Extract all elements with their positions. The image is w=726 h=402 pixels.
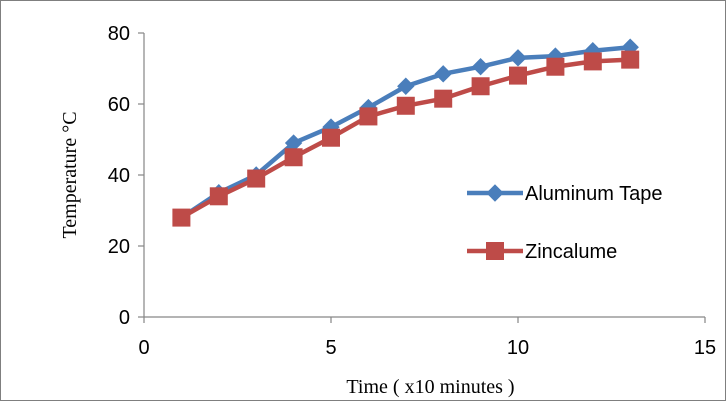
data-point — [434, 89, 453, 108]
x-tick-label: 15 — [694, 337, 716, 359]
axes: 0 20 40 60 80 0 5 10 15 — [108, 23, 716, 359]
y-tick-label: 20 — [108, 236, 130, 258]
legend-item: Zincalume — [467, 241, 617, 263]
legend-label: Aluminum Tape — [525, 183, 662, 205]
y-tick-label: 0 — [119, 307, 130, 329]
data-point — [397, 77, 415, 95]
x-tick-label: 5 — [325, 337, 336, 359]
x-tick-label: 0 — [138, 337, 149, 359]
x-axis-title: Time ( x10 minutes ) — [346, 376, 514, 398]
data-point — [621, 50, 640, 69]
series-zincalume — [172, 50, 640, 227]
data-point — [247, 169, 266, 188]
data-point — [359, 107, 378, 126]
legend: Aluminum Tape Zincalume — [467, 183, 662, 263]
y-tick-label: 40 — [108, 165, 130, 187]
data-point — [434, 65, 452, 83]
y-tick-label: 80 — [108, 23, 130, 45]
data-point — [284, 148, 303, 167]
series-layer — [172, 38, 640, 227]
data-point — [209, 187, 228, 206]
y-tick-label: 60 — [108, 94, 130, 116]
data-point — [471, 77, 490, 96]
legend-label: Zincalume — [525, 241, 617, 263]
data-point — [172, 208, 191, 227]
data-point — [396, 96, 415, 115]
data-point — [471, 58, 490, 76]
data-point — [546, 57, 565, 76]
data-point — [322, 128, 340, 147]
legend-item: Aluminum Tape — [467, 183, 662, 205]
data-point — [583, 52, 602, 71]
data-point — [509, 66, 527, 85]
legend-marker — [486, 242, 504, 260]
legend-marker — [486, 184, 504, 202]
data-point — [509, 49, 527, 67]
y-axis-title: Temperature °C — [59, 111, 81, 238]
x-tick-label: 10 — [507, 337, 529, 359]
